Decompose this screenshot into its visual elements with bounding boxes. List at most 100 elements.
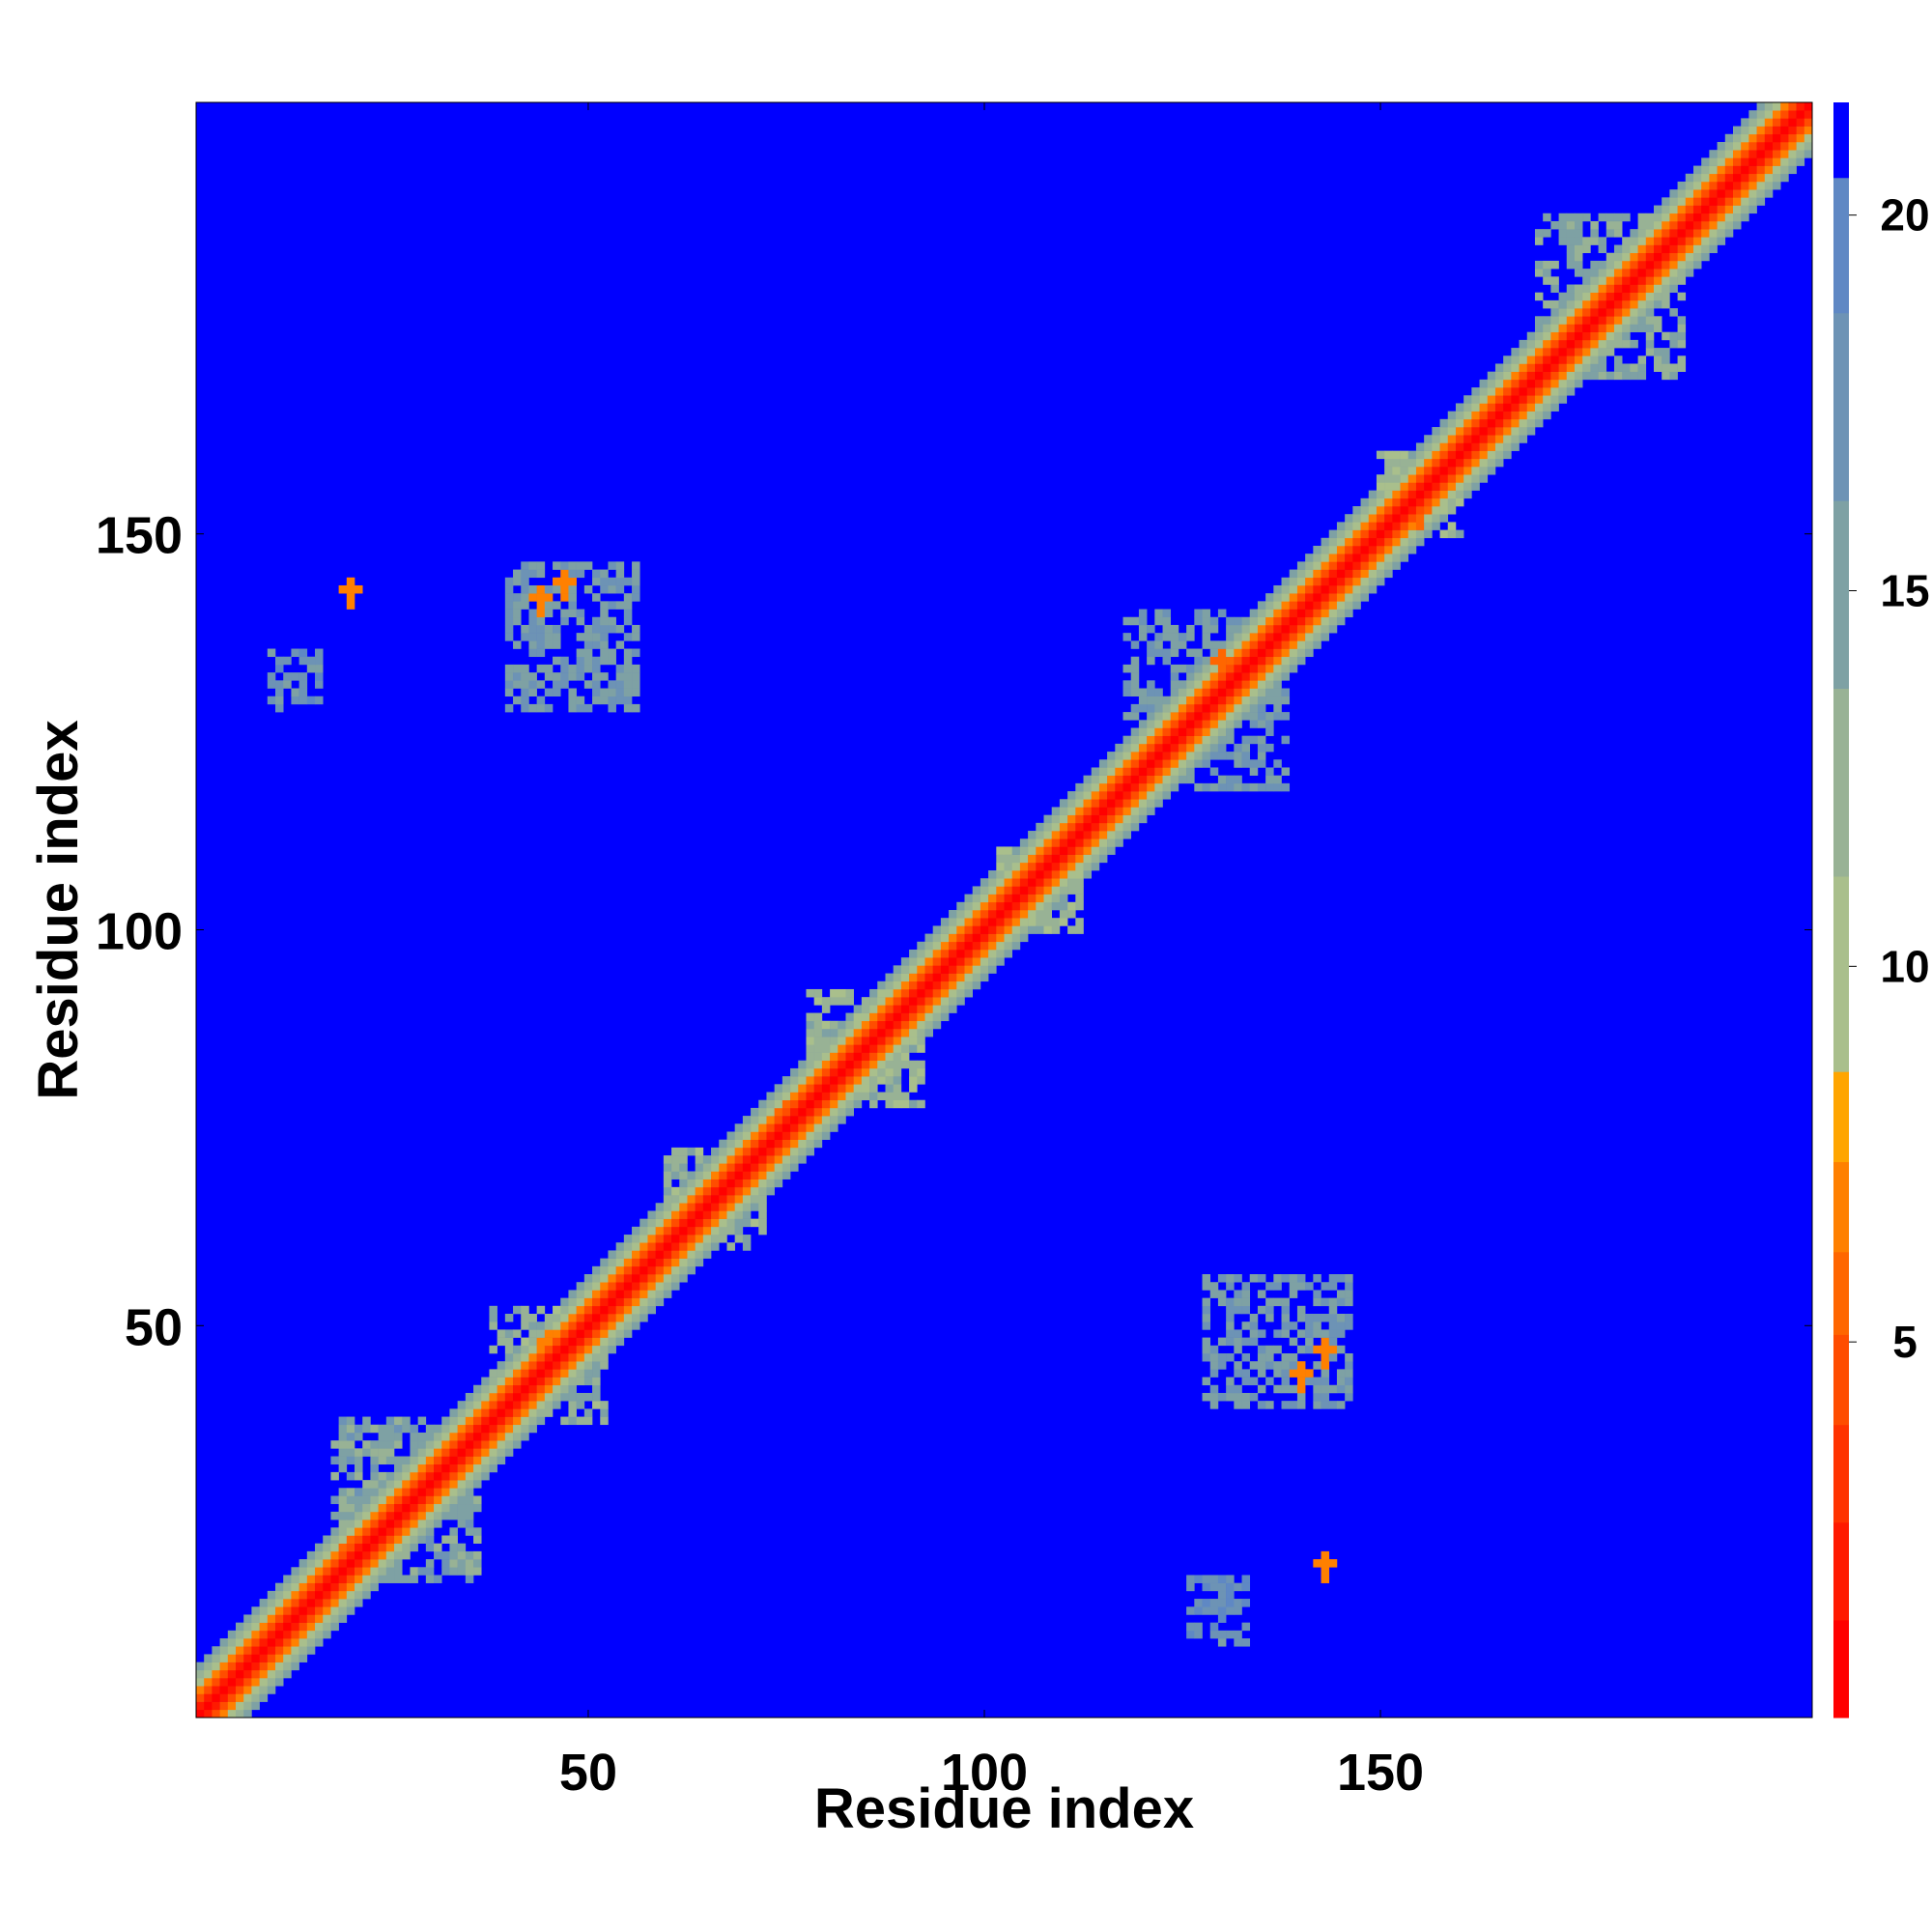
heatmap-cell bbox=[830, 1099, 838, 1109]
heatmap-cell bbox=[1257, 656, 1266, 666]
heatmap-cell bbox=[742, 1155, 752, 1164]
heatmap-cell bbox=[639, 1274, 648, 1283]
heatmap-cell bbox=[1392, 522, 1401, 530]
heatmap-cell bbox=[1281, 1352, 1291, 1362]
heatmap-cell bbox=[1067, 854, 1076, 864]
heatmap-cell bbox=[781, 1131, 791, 1140]
heatmap-cell bbox=[212, 1686, 220, 1694]
heatmap-cell bbox=[1043, 831, 1052, 839]
heatmap-cell bbox=[1519, 403, 1528, 412]
heatmap-cell bbox=[1336, 545, 1346, 554]
heatmap-cell bbox=[1582, 269, 1591, 277]
heatmap-cell bbox=[196, 1686, 205, 1694]
heatmap-cell bbox=[1424, 450, 1433, 460]
heatmap-cell bbox=[1036, 822, 1044, 832]
heatmap-cell bbox=[853, 1044, 863, 1053]
heatmap-cell bbox=[1732, 157, 1742, 166]
heatmap-cell bbox=[1178, 767, 1187, 776]
heatmap-cell bbox=[1677, 189, 1687, 198]
heatmap-cell bbox=[338, 1456, 348, 1465]
heatmap-cell bbox=[600, 1337, 609, 1347]
heatmap-cell bbox=[1352, 545, 1361, 554]
heatmap-cell bbox=[1115, 799, 1123, 808]
heatmap-cell bbox=[679, 1179, 688, 1188]
heatmap-cell bbox=[774, 1171, 783, 1179]
heatmap-cell bbox=[1059, 870, 1068, 879]
heatmap-cell bbox=[560, 1377, 569, 1386]
heatmap-cell bbox=[996, 854, 1005, 864]
heatmap-cell bbox=[291, 688, 299, 697]
heatmap-cell bbox=[465, 1480, 474, 1489]
heatmap-cell bbox=[1534, 363, 1544, 372]
heatmap-cell bbox=[583, 1345, 593, 1354]
heatmap-cell bbox=[449, 1527, 458, 1536]
heatmap-cell bbox=[1138, 727, 1148, 736]
heatmap-cell bbox=[1741, 165, 1749, 175]
heatmap-cell bbox=[1376, 450, 1385, 460]
heatmap-cell bbox=[1352, 601, 1361, 610]
heatmap-cell bbox=[1669, 197, 1678, 206]
heatmap-cell bbox=[251, 1669, 260, 1679]
heatmap-cell bbox=[1257, 782, 1266, 792]
heatmap-cell bbox=[1392, 545, 1401, 554]
heatmap-cell bbox=[1645, 269, 1655, 277]
heatmap-cell bbox=[1582, 363, 1591, 372]
heatmap-cell bbox=[1605, 299, 1615, 309]
heatmap-cell bbox=[1534, 371, 1544, 381]
heatmap-cell bbox=[528, 569, 537, 579]
heatmap-cell bbox=[830, 1092, 838, 1101]
heatmap-cell bbox=[1392, 458, 1401, 468]
heatmap-cell bbox=[355, 1463, 363, 1473]
heatmap-cell bbox=[465, 1471, 474, 1481]
heatmap-cell bbox=[1241, 624, 1251, 634]
heatmap-cell bbox=[1709, 181, 1718, 190]
heatmap-cell bbox=[1321, 1337, 1330, 1347]
heatmap-cell bbox=[434, 1488, 442, 1496]
heatmap-cell bbox=[346, 1488, 355, 1496]
heatmap-cell bbox=[798, 1099, 807, 1109]
heatmap-cell bbox=[1463, 490, 1472, 499]
heatmap-cell bbox=[742, 1195, 752, 1204]
heatmap-cell bbox=[608, 616, 616, 626]
heatmap-cell bbox=[893, 1099, 902, 1109]
heatmap-cell bbox=[330, 1495, 339, 1505]
heatmap-cell bbox=[267, 1686, 276, 1694]
heatmap-cell bbox=[306, 1638, 316, 1647]
heatmap-cell bbox=[1257, 1401, 1266, 1409]
heatmap-cell bbox=[1605, 324, 1615, 332]
heatmap-cell bbox=[1582, 237, 1591, 245]
heatmap-cell bbox=[1724, 133, 1734, 143]
heatmap-cell bbox=[1107, 799, 1116, 808]
heatmap-cell bbox=[1138, 703, 1148, 713]
heatmap-cell bbox=[1249, 1274, 1259, 1283]
heatmap-cell bbox=[830, 997, 838, 1006]
heatmap-cell bbox=[1773, 126, 1781, 135]
heatmap-cell bbox=[1550, 331, 1559, 341]
heatmap-cell bbox=[1004, 941, 1012, 951]
heatmap-cell bbox=[1226, 1582, 1235, 1592]
heatmap-cell bbox=[544, 1337, 554, 1347]
heatmap-cell bbox=[1305, 640, 1314, 649]
heatmap-cell bbox=[425, 1511, 435, 1520]
heatmap-cell bbox=[1511, 427, 1520, 436]
heatmap-cell bbox=[1376, 537, 1385, 547]
heatmap-cell bbox=[576, 1282, 585, 1291]
heatmap-cell bbox=[830, 988, 838, 998]
heatmap-cell bbox=[869, 1067, 878, 1077]
heatmap-cell bbox=[909, 1099, 918, 1109]
heatmap-cell bbox=[275, 703, 284, 713]
heatmap-cell bbox=[774, 1155, 783, 1164]
heatmap-cell bbox=[553, 1361, 561, 1370]
heatmap-cell bbox=[1296, 1384, 1306, 1394]
heatmap-cell bbox=[1265, 593, 1274, 602]
heatmap-cell bbox=[1345, 1352, 1353, 1362]
heatmap-cell bbox=[940, 973, 950, 982]
heatmap-cell bbox=[1281, 1297, 1291, 1307]
heatmap-cell bbox=[679, 1218, 688, 1228]
heatmap-cell bbox=[1773, 150, 1781, 158]
heatmap-cell bbox=[544, 593, 554, 602]
heatmap-cell bbox=[449, 1424, 458, 1434]
heatmap-cell bbox=[821, 1092, 831, 1101]
heatmap-cell bbox=[1622, 292, 1631, 301]
heatmap-cell bbox=[719, 1218, 727, 1228]
